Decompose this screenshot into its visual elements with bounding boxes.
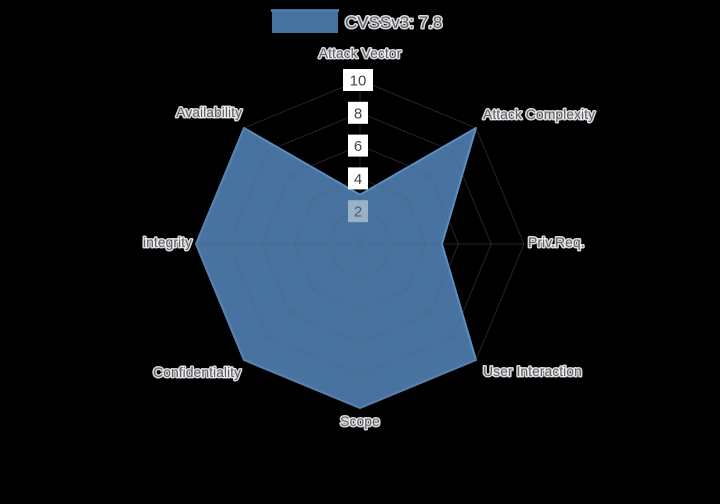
axis-label-confidentiality: Confidentiality (153, 364, 241, 380)
axis-label-scope: Scope (340, 413, 380, 429)
grid-ring-10 (195, 79, 525, 409)
radial-tick-label-4: 4 (354, 171, 362, 188)
radial-tick-label-6: 6 (354, 138, 362, 155)
legend-label: CVSSv3: 7.8 (345, 13, 442, 32)
radial-tick-labels: 2 4 6 8 10 (343, 69, 373, 223)
grid-ring-2 (326, 210, 394, 278)
radial-tick-box-4 (348, 167, 368, 190)
grid-ring-8 (228, 112, 492, 376)
radial-tick-label-8: 8 (354, 105, 362, 122)
grid-spoke-confidentiality (243, 243, 361, 361)
legend-swatch (272, 10, 338, 33)
grid-ring-6 (261, 145, 459, 343)
polar-grid (195, 79, 525, 409)
radial-tick-label-2: 2 (354, 204, 362, 221)
legend[interactable]: CVSSv3: 7.8 (271, 9, 444, 34)
series-polygon-cvssv3-7-8 (195, 127, 477, 409)
axis-label-attack-vector: Attack Vector (319, 45, 402, 61)
axis-label-integrity: integrity (143, 234, 192, 250)
axis-label-user-interaction: User Interaction (483, 363, 582, 379)
radial-tick-box-2 (348, 200, 368, 223)
series-layer (195, 127, 477, 409)
grid-spoke-attack-complexity (359, 127, 477, 245)
radial-tick-label-10: 10 (350, 73, 367, 90)
axis-label-availability: Availability (176, 104, 242, 120)
radial-tick-box-8 (348, 101, 368, 124)
grid-spoke-user-interaction (359, 243, 477, 361)
axis-label-priv-req: Priv.Req. (528, 234, 585, 250)
radial-tick-box-10 (343, 69, 373, 91)
axis-label-attack-complexity: Attack Complexity (483, 106, 595, 122)
grid-ring-4 (293, 177, 427, 311)
radial-tick-box-6 (348, 134, 368, 157)
grid-spoke-availability (243, 127, 361, 245)
axis-labels: Attack Vector Attack Complexity Priv.Req. U… (141, 44, 596, 431)
